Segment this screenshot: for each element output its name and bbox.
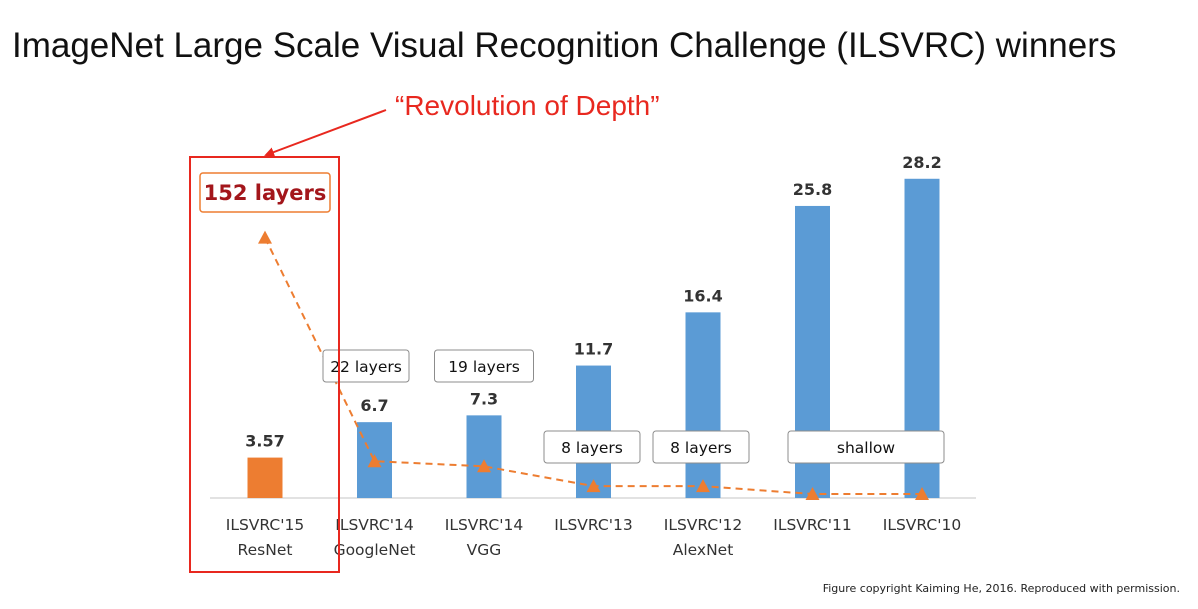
bar-value-label: 3.57 [245,432,284,451]
layer-count-box [652,430,750,464]
resnet-highlight-frame [189,156,340,573]
revolution-of-depth-annotation: “Revolution of Depth” [395,90,660,121]
bar-value-label: 6.7 [360,396,388,415]
depth-marker [805,487,820,501]
depth-marker [258,230,272,244]
layer-count-label: 22 layers [330,358,402,376]
x-tick-sublabel: ResNet [238,541,293,559]
layer-count-box [787,430,945,464]
bar [466,415,502,498]
resnet-layer-count-box [199,172,331,213]
x-tick-sublabel: VGG [467,541,502,559]
bar [247,457,283,498]
layer-count-box [322,349,410,383]
layer-count-label: 8 layers [670,439,732,457]
bar-value-label: 28.2 [902,153,941,172]
depth-marker [696,479,710,493]
x-tick-label: ILSVRC'11 [773,516,851,534]
x-tick-sublabel: GoogleNet [334,541,416,559]
x-tick-sublabel: AlexNet [673,541,734,559]
depth-marker [915,487,929,501]
x-tick-label: ILSVRC'13 [554,516,632,534]
layer-count-label: 8 layers [561,439,623,457]
x-tick-label: ILSVRC'12 [664,516,742,534]
x-tick-label: ILSVRC'14 [335,516,413,534]
depth-marker [586,479,601,493]
bar-value-label: 7.3 [470,389,498,408]
depth-marker [367,454,382,468]
depth-marker [477,459,491,473]
annotation-arrow [264,109,387,157]
resnet-layer-count-label: 152 layers [204,181,327,205]
bar [685,312,721,498]
layer-count-box [434,349,534,383]
x-tick-label: ILSVRC'14 [445,516,523,534]
figure-caption: Figure copyright Kaiming He, 2016. Repro… [822,582,1180,595]
bar-value-label: 25.8 [793,180,832,199]
x-tick-label: ILSVRC'10 [883,516,961,534]
x-tick-label: ILSVRC'15 [226,516,304,534]
bar-value-label: 11.7 [574,340,613,359]
slide-title: ImageNet Large Scale Visual Recognition … [12,26,1117,65]
bar-value-label: 16.4 [683,286,722,305]
layer-count-label: 19 layers [448,358,520,376]
layer-count-label: shallow [837,439,895,457]
layer-count-box [543,430,641,464]
